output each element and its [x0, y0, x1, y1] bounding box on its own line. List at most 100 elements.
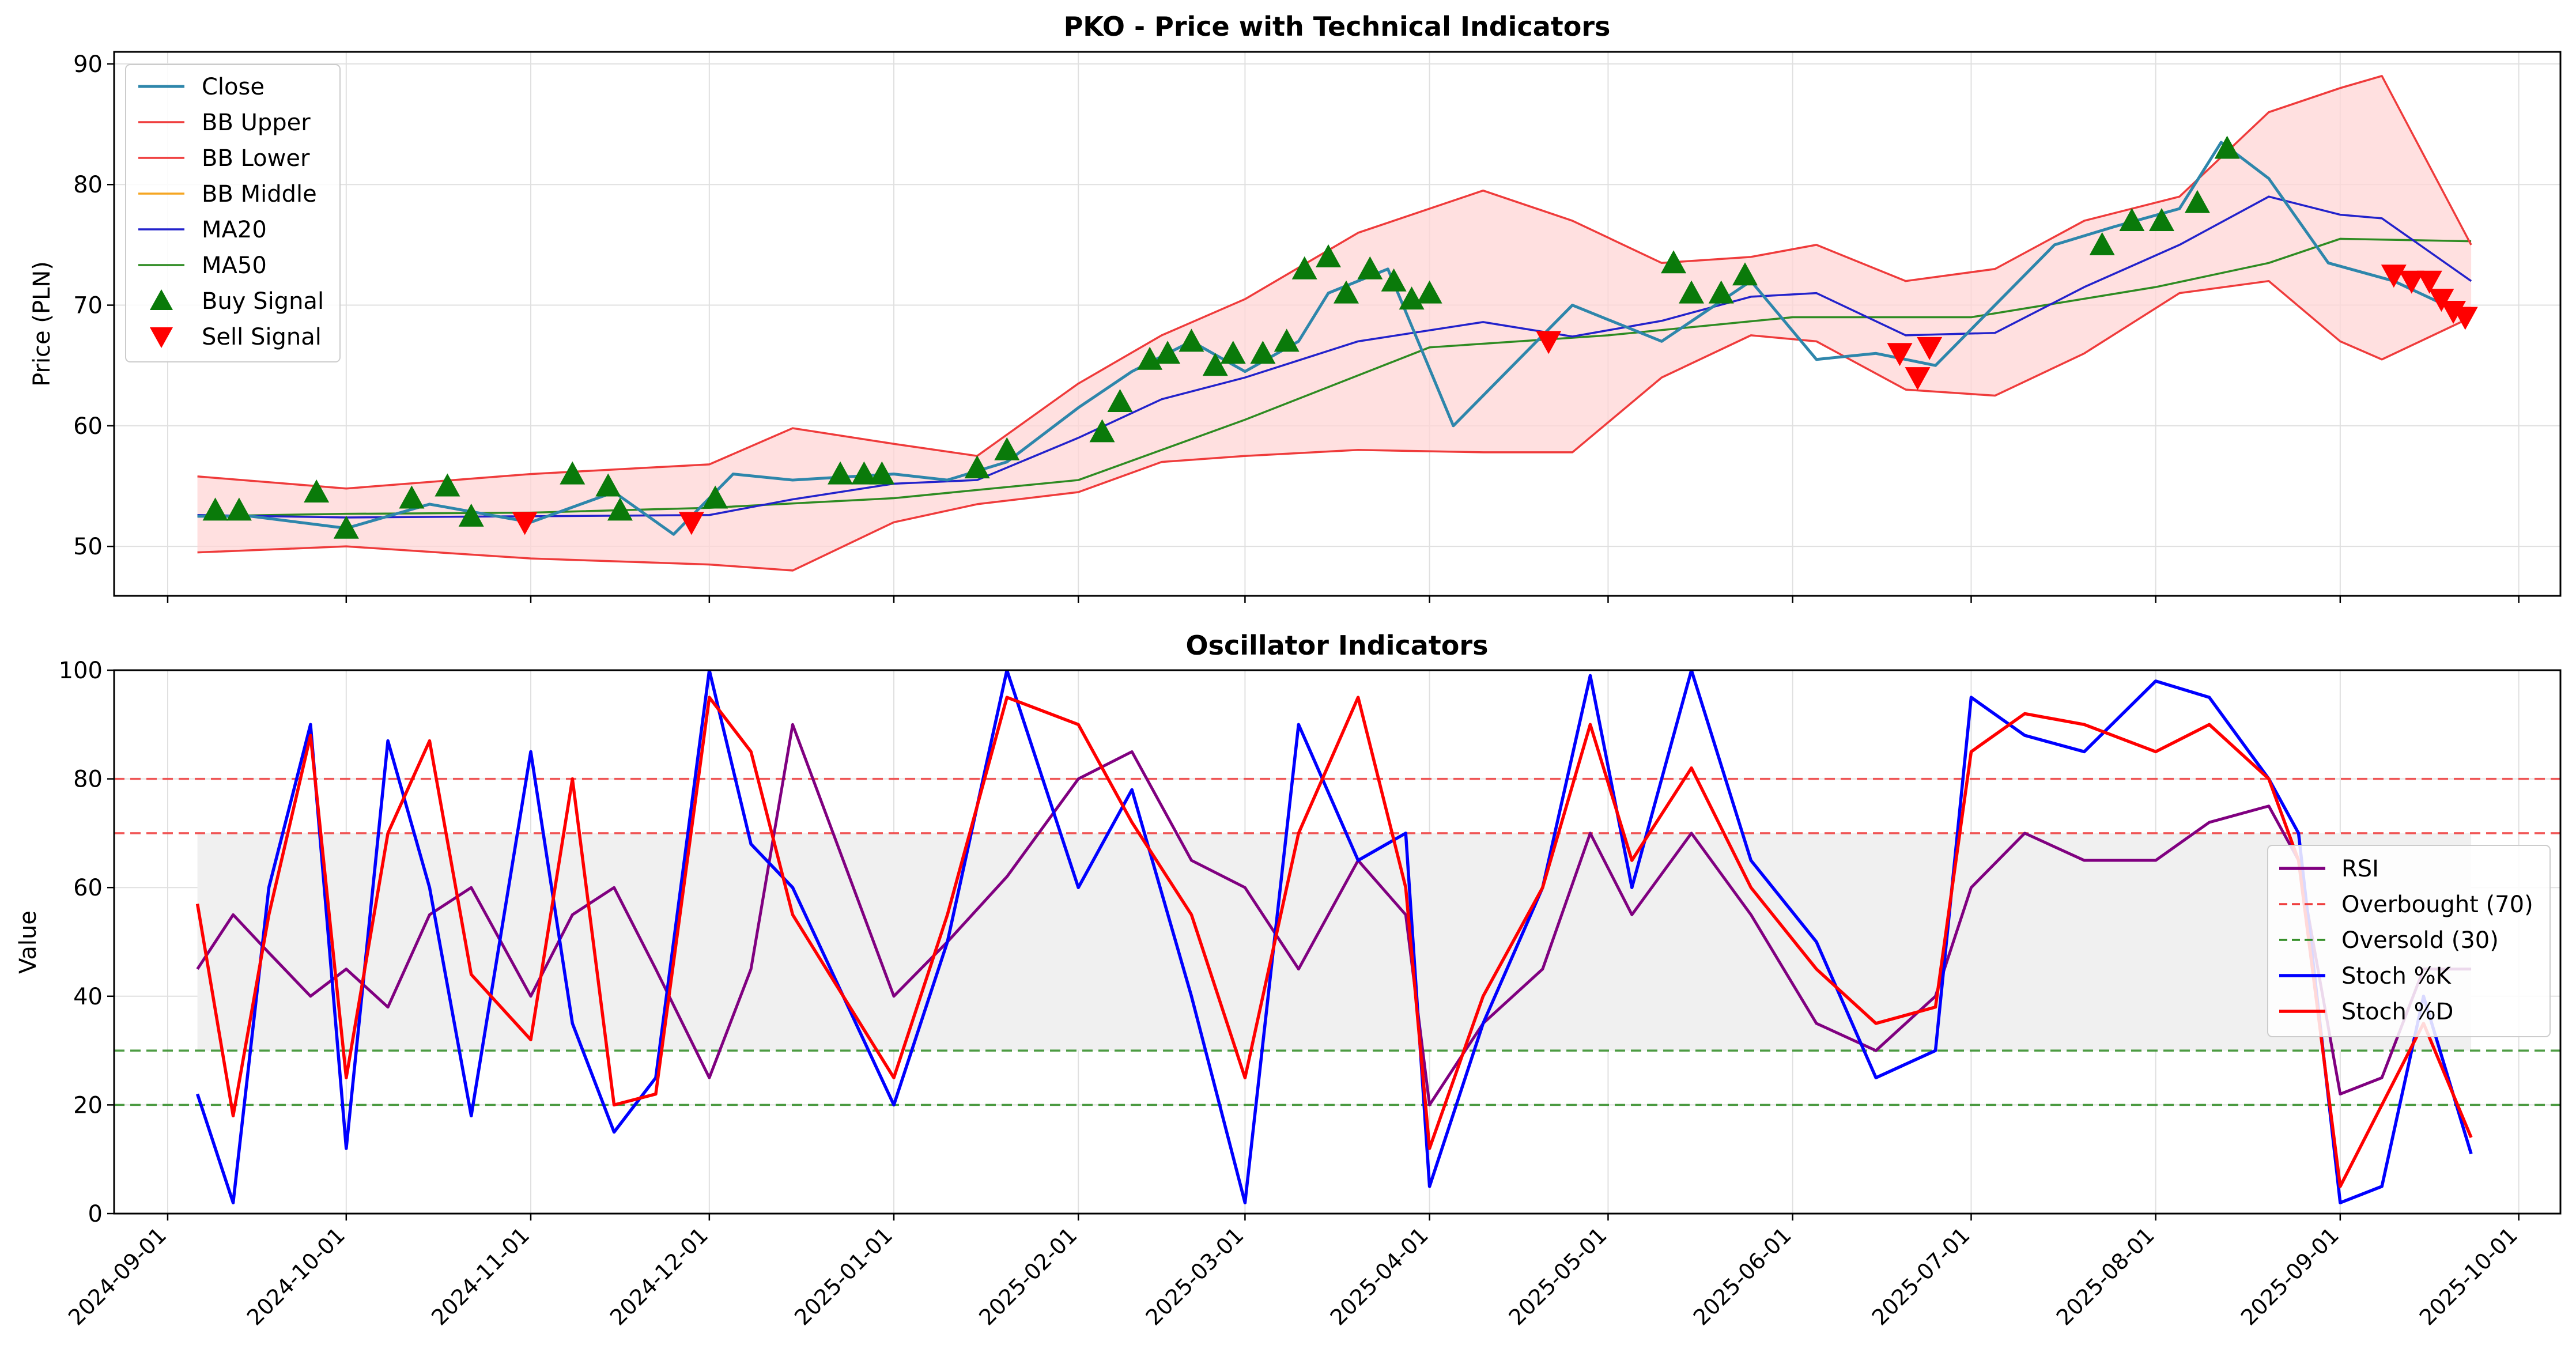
buy-signal-marker	[1399, 286, 1425, 310]
y-tick-label: 50	[73, 534, 103, 560]
price-legend-box	[125, 64, 341, 362]
price-y-ticks: 50 60 70 80 90	[73, 51, 114, 560]
oscillator-legend-box	[2267, 845, 2551, 1037]
buy-signal-marker	[2148, 208, 2174, 232]
buy-signal-marker	[1417, 280, 1442, 304]
buy-signal-marker	[1381, 268, 1407, 292]
buy-signal-marker	[595, 473, 621, 497]
sell-signal-marker	[1887, 343, 1913, 366]
buy-signal-marker	[1089, 419, 1115, 443]
sell-signal-marker	[2441, 301, 2467, 324]
buy-signal-marker	[1274, 328, 1300, 352]
oscillator-y-axis-label: Value	[15, 910, 41, 974]
y-tick-label: 90	[73, 51, 103, 78]
bb-lower-line	[197, 279, 2472, 572]
y-tick-label: 20	[73, 1092, 103, 1119]
sell-signal-marker	[1536, 331, 1562, 354]
buy-signal-marker	[964, 455, 990, 479]
buy-signal-marker	[1316, 244, 1342, 267]
buy-signal-marker	[2184, 190, 2210, 213]
buy-signal-marker	[2214, 135, 2240, 159]
buy-signal-marker	[1250, 341, 1276, 364]
price-axes-frame	[113, 51, 2562, 597]
buy-signal-marker	[2089, 232, 2115, 255]
ma20-line	[197, 195, 2472, 519]
y-tick-label: 70	[73, 293, 103, 319]
buy-signal-marker	[869, 461, 895, 485]
sell-signal-marker	[1917, 337, 1943, 360]
neutral-zone-band	[197, 833, 2472, 1051]
bollinger-band-fill	[197, 75, 2472, 571]
price-panel: 50 60 70 80 90 PKO - Price with Technical In…	[29, 11, 2562, 603]
buy-signal-marker	[851, 461, 877, 485]
legend-bb-lower-label: BB Lower	[202, 145, 310, 172]
buy-signal-marker	[1179, 328, 1204, 352]
buy-signal-marker	[607, 497, 633, 521]
buy-signal-marker	[1220, 341, 1246, 364]
legend-sell-signal-label: Sell Signal	[202, 324, 322, 350]
stoch-d-line	[195, 696, 2473, 1188]
buy-signal-marker	[2119, 208, 2145, 232]
buy-signal-marker	[702, 485, 728, 509]
sell-signal-marker	[2399, 270, 2424, 294]
sell-signal-marker	[512, 512, 538, 535]
oscillator-chart-title: Oscillator Indicators	[1186, 630, 1489, 661]
buy-signal-marker	[1291, 256, 1317, 279]
oscillator-axes-frame	[113, 669, 2562, 1215]
buy-signal-marker	[226, 497, 252, 521]
buy-signal-marker	[1107, 389, 1133, 413]
signal-markers	[202, 135, 2478, 539]
ma50-line	[197, 237, 2472, 517]
legend-ma50-label: MA50	[202, 252, 267, 279]
legend-bb-upper-label: BB Upper	[202, 109, 311, 136]
y-tick-label: 100	[59, 658, 103, 684]
buy-signal-marker	[994, 437, 1020, 460]
legend-rsi-label: RSI	[2341, 856, 2379, 882]
oscillator-legend: RSI Overbought (70) Oversold (30) Stoch %K S…	[2267, 845, 2551, 1037]
buy-signal-marker	[828, 461, 853, 485]
buy-signal-marker	[1333, 280, 1359, 304]
buy-signal-marker	[333, 515, 359, 539]
sell-signal-marker	[2381, 265, 2407, 288]
bollinger-band-area	[197, 75, 2472, 571]
buy-signal-marker	[458, 503, 484, 527]
oscillator-y-ticks: 0 20 40 60 80 100	[59, 658, 114, 1227]
buy-signal-marker	[304, 479, 330, 502]
buy-signal-marker	[399, 485, 425, 509]
price-y-axis-label: Price (PLN)	[29, 261, 55, 387]
legend-buy-signal-label: Buy Signal	[202, 288, 324, 315]
neutral-band-fill	[197, 833, 2472, 1051]
legend-sell-signal-marker	[150, 327, 173, 348]
buy-signal-marker	[1708, 280, 1734, 304]
buy-signal-marker	[1732, 262, 1758, 286]
y-tick-label: 40	[73, 984, 103, 1010]
sell-signal-marker	[2428, 289, 2454, 312]
y-tick-label: 60	[73, 875, 103, 901]
y-tick-label: 60	[73, 413, 103, 440]
legend-close-label: Close	[202, 74, 265, 100]
buy-signal-marker	[435, 473, 460, 497]
y-tick-label: 80	[73, 172, 103, 198]
buy-signal-marker	[1202, 353, 1228, 376]
stoch-k-line	[195, 670, 2473, 1204]
buy-signal-marker	[560, 461, 586, 485]
legend-buy-signal-marker	[150, 289, 173, 310]
sell-signal-marker	[678, 512, 704, 535]
buy-signal-marker	[1137, 346, 1163, 370]
price-legend: Close BB Upper BB Lower BB Middle MA20 MA50 Bu…	[125, 64, 341, 362]
oscillator-series-lines	[195, 670, 2473, 1204]
sell-signal-marker	[2452, 307, 2478, 330]
legend-stoch-k-label: Stoch %K	[2341, 963, 2452, 989]
buy-signal-marker	[1679, 280, 1705, 304]
legend-ma20-label: MA20	[202, 217, 267, 243]
buy-signal-marker	[202, 497, 228, 521]
reference-lines	[114, 777, 2560, 1106]
legend-bb-middle-label: BB Middle	[202, 181, 317, 207]
buy-signal-marker	[1155, 341, 1181, 364]
legend-overbought-70-label: Overbought (70)	[2341, 891, 2533, 918]
buy-signal-marker	[1357, 256, 1383, 279]
buy-signal-marker	[1661, 250, 1687, 274]
price-x-ticks	[167, 596, 2520, 603]
sell-signal-marker	[1905, 367, 1931, 391]
